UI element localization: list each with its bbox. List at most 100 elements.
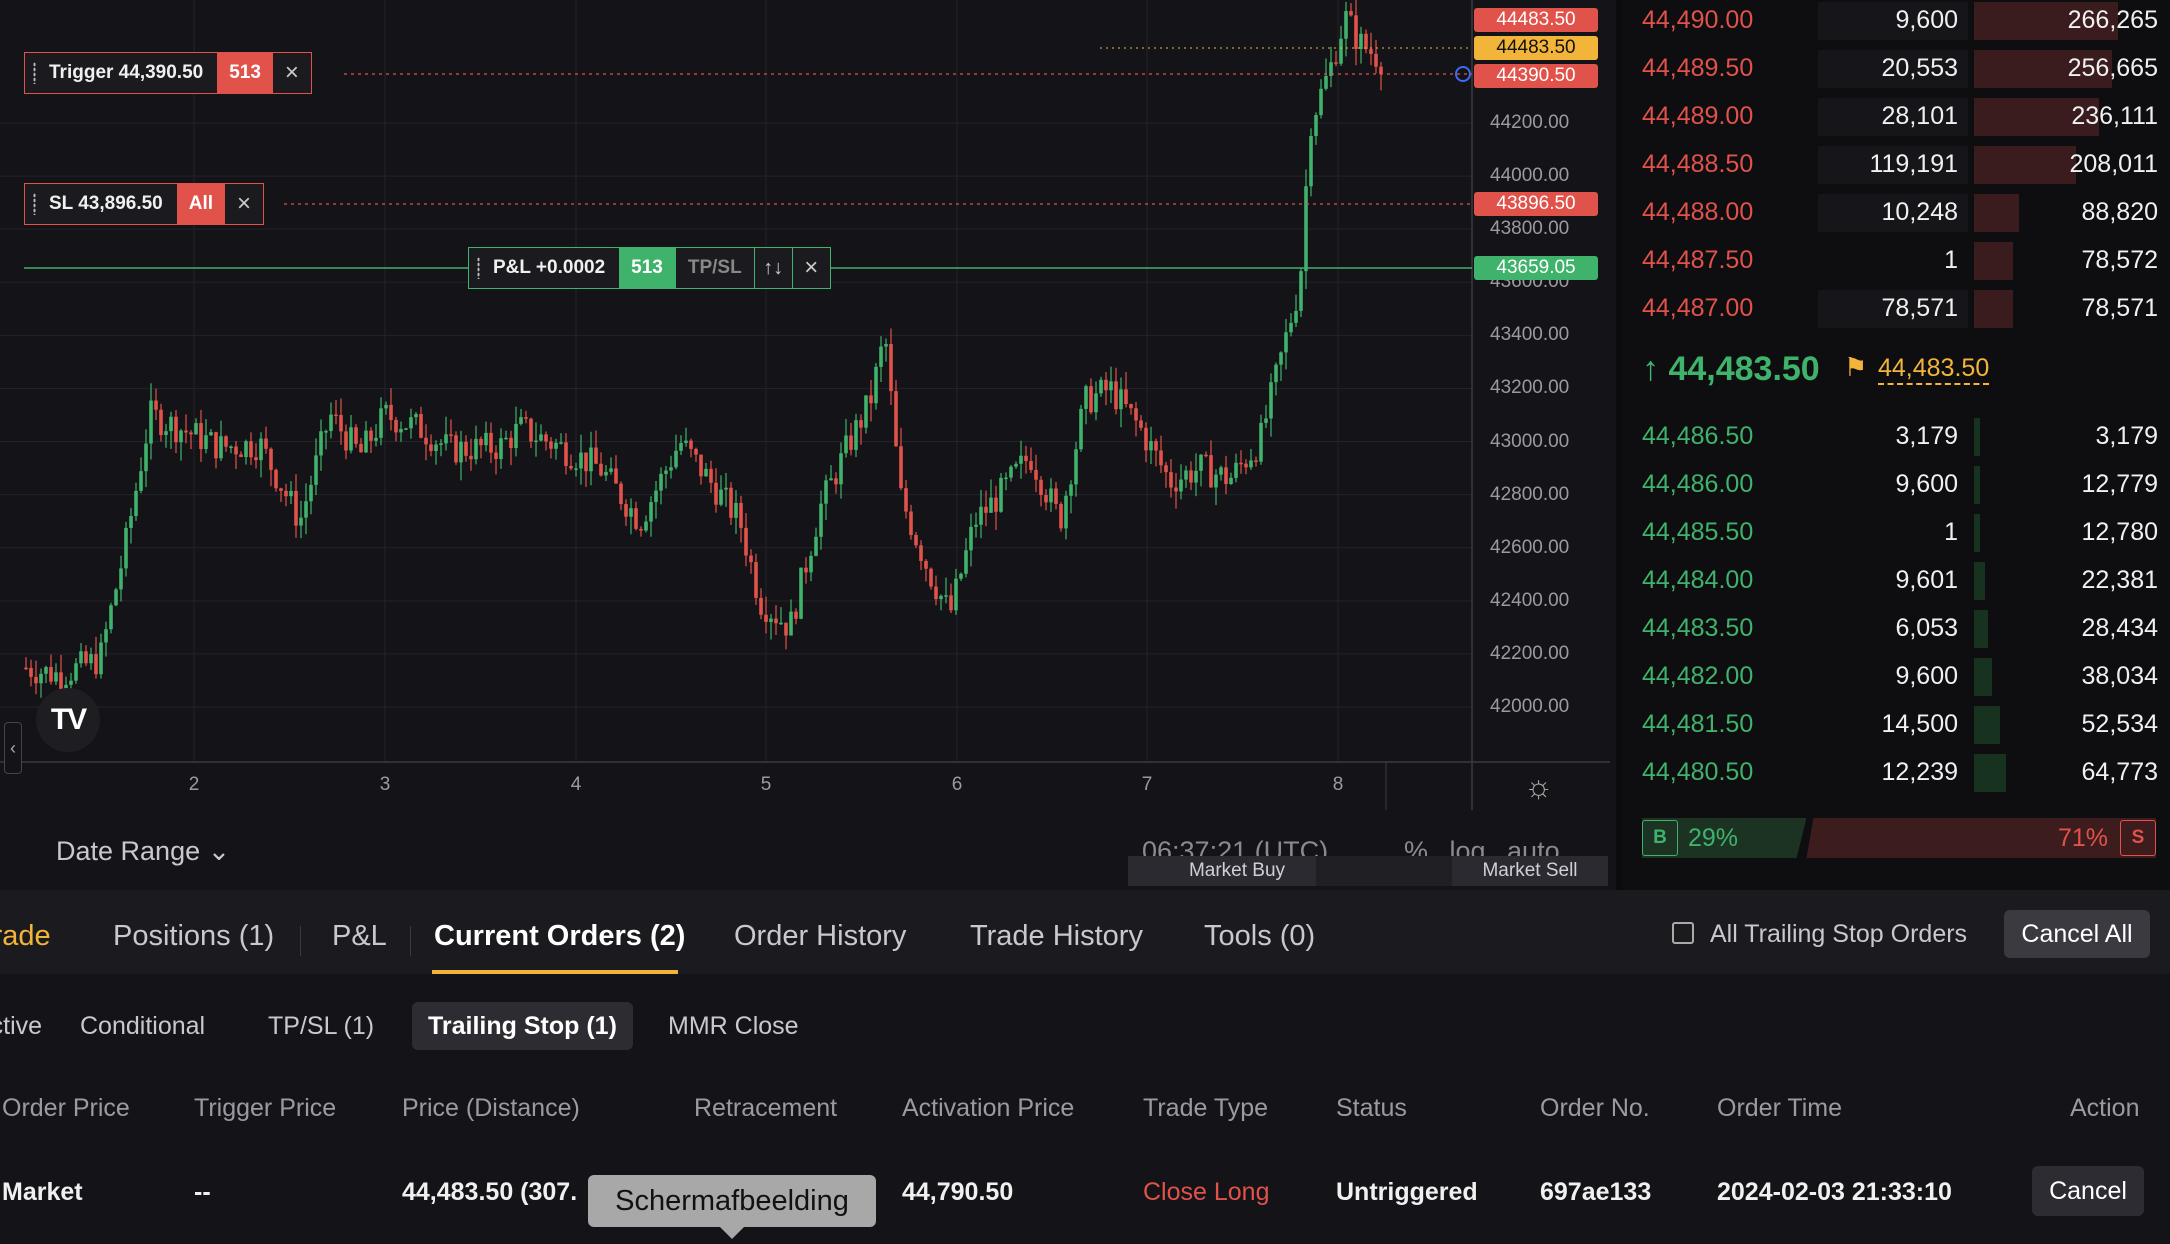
cancel-all-button[interactable]: Cancel All — [2004, 910, 2150, 958]
bid-row[interactable]: 44,481.50 14,500 52,534 — [1622, 704, 2170, 744]
tpsl-button[interactable]: TP/SL — [674, 248, 754, 288]
price-axis-label: 42000.00 — [1490, 696, 1570, 717]
candle-body — [44, 667, 48, 674]
orderbook-total: 12,779 — [2081, 470, 2158, 498]
candle-body — [989, 497, 993, 513]
bid-row[interactable]: 44,480.50 12,239 64,773 — [1622, 752, 2170, 792]
candle-body — [1349, 11, 1353, 16]
all-trailing-stop-checkbox[interactable] — [1672, 922, 1694, 944]
mark-price[interactable]: 44,483.50 — [1878, 354, 1990, 385]
price-chart[interactable]: 44200.00 44000.00 43800.00 43600.00 43400.00… — [0, 0, 1616, 890]
bid-row[interactable]: 44,485.50 1 12,780 — [1622, 512, 2170, 552]
candle-body — [334, 414, 338, 417]
candle-body — [64, 684, 68, 690]
position-line-label[interactable]: P&L +0.0002 513 TP/SL ↑↓ × — [468, 247, 831, 289]
price-axis-label: 42400.00 — [1490, 589, 1570, 611]
candle-body — [1074, 449, 1078, 485]
time-axis-label: 5 — [760, 774, 772, 795]
all-trailing-stop-label[interactable]: All Trailing Stop Orders — [1710, 920, 1968, 948]
market-buy-button[interactable]: Market Buy — [1128, 856, 1346, 886]
sell-badge: S — [2120, 820, 2156, 856]
candle-body — [859, 420, 863, 428]
candle-body — [579, 452, 583, 469]
candle-body — [1319, 88, 1323, 116]
bid-row[interactable]: 44,484.00 9,601 22,381 — [1622, 560, 2170, 600]
candlestick-chart[interactable] — [0, 0, 1616, 890]
subtab-mmr-close[interactable]: MMR Close — [668, 1012, 799, 1040]
trigger-order-line-label[interactable]: Trigger 44,390.50 513 × — [24, 52, 312, 94]
bid-row[interactable]: 44,483.50 6,053 28,434 — [1622, 608, 2170, 648]
orderbook-size: 9,601 — [1895, 566, 1958, 594]
depth-bar — [1974, 98, 2099, 136]
candle-body — [819, 503, 823, 537]
ask-row[interactable]: 44,490.00 9,600 266,265 — [1622, 0, 2170, 40]
reverse-arrows-icon[interactable]: ↑↓ — [753, 248, 792, 288]
candle-body — [179, 430, 183, 443]
bid-row[interactable]: 44,486.00 9,600 12,779 — [1622, 464, 2170, 504]
trigger-order-label[interactable]: Trigger 44,390.50 — [25, 53, 217, 93]
depth-bar — [1974, 146, 2076, 184]
bid-row[interactable]: 44,486.50 3,179 3,179 — [1622, 416, 2170, 456]
candle-body — [279, 488, 283, 491]
ask-row[interactable]: 44,488.50 119,191 208,011 — [1622, 144, 2170, 184]
close-icon[interactable]: × — [791, 248, 830, 288]
tab-pnl[interactable]: P&L — [332, 920, 387, 952]
subtab-tpsl[interactable]: TP/SL (1) — [268, 1012, 375, 1040]
ask-row[interactable]: 44,487.50 1 78,572 — [1622, 240, 2170, 280]
close-icon[interactable]: × — [284, 59, 299, 86]
candle-body — [494, 452, 498, 460]
candle-body — [1059, 503, 1063, 529]
candle-body — [899, 446, 903, 489]
candle-body — [349, 427, 353, 451]
tab-order-history[interactable]: Order History — [734, 920, 907, 952]
candle-body — [419, 414, 423, 438]
ask-row[interactable]: 44,487.00 78,571 78,571 — [1622, 288, 2170, 328]
price-tag: 44483.50 — [1474, 8, 1598, 32]
candle-body — [804, 567, 808, 573]
tab-current-orders[interactable]: Current Orders (2) — [434, 920, 686, 952]
active-tab-indicator — [432, 970, 678, 974]
close-icon[interactable]: × — [237, 190, 252, 217]
orderbook-size: 10,248 — [1881, 198, 1958, 226]
date-range-dropdown[interactable]: Date Range ⌄ — [56, 836, 231, 866]
candle-body — [969, 526, 973, 551]
candle-body — [674, 450, 678, 468]
tab-trade[interactable]: Trade — [0, 920, 51, 952]
candle-body — [699, 454, 703, 477]
tab-tools[interactable]: Tools (0) — [1204, 920, 1316, 952]
candle-body — [1169, 472, 1173, 488]
candle-body — [659, 473, 663, 491]
market-sell-button[interactable]: Market Sell — [1452, 856, 1608, 886]
candle-body — [169, 416, 173, 432]
ask-row[interactable]: 44,489.00 28,101 236,111 — [1622, 96, 2170, 136]
candle-body — [284, 490, 288, 497]
candle-body — [394, 419, 398, 433]
collapse-panel-handle[interactable]: ‹ — [4, 722, 22, 774]
subtab-active[interactable]: Active — [0, 1012, 43, 1040]
subtab-trailing-stop[interactable]: Trailing Stop (1) — [412, 1002, 633, 1050]
stop-loss-line-label[interactable]: SL 43,896.50 All × — [24, 183, 265, 225]
candle-body — [604, 471, 608, 476]
candle-body — [1364, 33, 1368, 50]
col-trade-type: Trade Type — [1143, 1094, 1269, 1122]
chart-settings-icon[interactable]: ☼ — [1524, 768, 1554, 804]
ask-row[interactable]: 44,488.00 10,248 88,820 — [1622, 192, 2170, 232]
tab-positions[interactable]: Positions (1) — [113, 920, 275, 952]
candle-body — [214, 432, 218, 459]
tab-trade-history[interactable]: Trade History — [970, 920, 1143, 952]
candle-body — [339, 414, 343, 432]
stop-loss-label[interactable]: SL 43,896.50 — [25, 184, 177, 224]
candle-body — [1329, 62, 1333, 76]
orderbook-size: 6,053 — [1895, 614, 1958, 642]
ask-row[interactable]: 44,489.50 20,553 256,665 — [1622, 48, 2170, 88]
candle-body — [49, 667, 53, 682]
cell-order-no: 697ae133 — [1540, 1178, 1652, 1206]
orderbook-size: 119,191 — [1869, 150, 1958, 178]
cancel-order-button[interactable]: Cancel — [2032, 1166, 2144, 1216]
candle-body — [984, 506, 988, 513]
candle-body — [1174, 487, 1178, 492]
bid-row[interactable]: 44,482.00 9,600 38,034 — [1622, 656, 2170, 696]
depth-bar — [1974, 418, 1980, 456]
sell-percentage: 71% — [2057, 824, 2108, 852]
subtab-conditional[interactable]: Conditional — [80, 1012, 206, 1040]
